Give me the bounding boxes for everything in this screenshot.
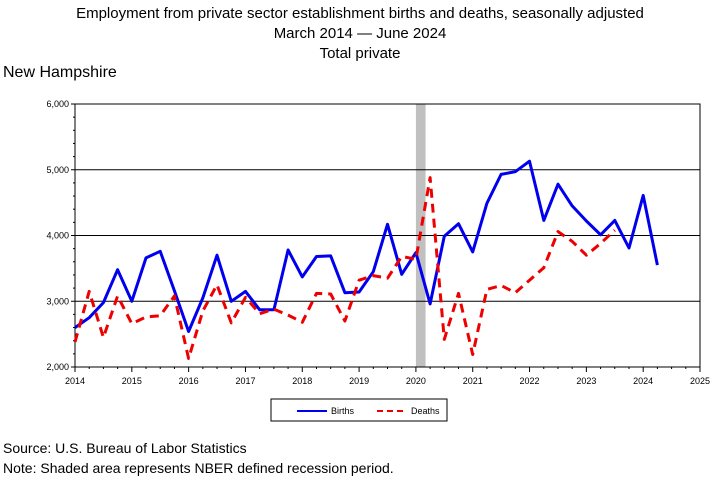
series-line-births (74, 159, 659, 333)
y-tick-label: 5,000 (46, 165, 69, 175)
y-tick-label: 3,000 (46, 296, 69, 306)
x-tick-label: 2016 (179, 376, 199, 386)
x-tick-label: 2024 (633, 376, 653, 386)
legend-label-deaths: Deaths (411, 406, 440, 416)
gridlines (75, 169, 700, 302)
y-tick-label: 2,000 (46, 362, 69, 372)
x-tick-label: 2014 (65, 376, 85, 386)
x-tick-label: 2018 (292, 376, 312, 386)
x-tick-label: 2023 (576, 376, 596, 386)
chart-title-line3: Total private (319, 45, 401, 62)
x-tick-label: 2022 (520, 376, 540, 386)
x-tick-label: 2019 (349, 376, 369, 386)
chart-title-line2: March 2014 — June 2024 (0, 24, 720, 43)
x-tick-label: 2015 (122, 376, 142, 386)
date-range-label: March 2014 — June 2024 (273, 25, 447, 42)
x-tick-label: 2021 (463, 376, 483, 386)
series-layer (73, 159, 659, 360)
legend-box (270, 398, 448, 422)
x-axis: 2014 2015 2016 2017 2018 2019 2020 2021 2022 2023… (65, 367, 710, 386)
legend: Births Deaths (270, 398, 448, 422)
source-note: Source: U.S. Bureau of Labor Statistics (3, 440, 247, 456)
y-tick-label: 6,000 (46, 99, 69, 109)
recession-note: Note: Shaded area represents NBER define… (3, 460, 394, 476)
region-label: New Hampshire (3, 64, 117, 81)
x-tick-label: 2020 (406, 376, 426, 386)
x-tick-label: 2025 (690, 376, 710, 386)
y-axis: 2,000 3,000 4,000 5,000 6,000 (46, 99, 75, 372)
x-tick-label: 2017 (235, 376, 255, 386)
chart-title-line1: Employment from private sector establish… (76, 5, 644, 22)
y-tick-label: 4,000 (46, 231, 69, 241)
legend-label-births: Births (331, 406, 355, 416)
series-line-deaths (73, 176, 616, 360)
